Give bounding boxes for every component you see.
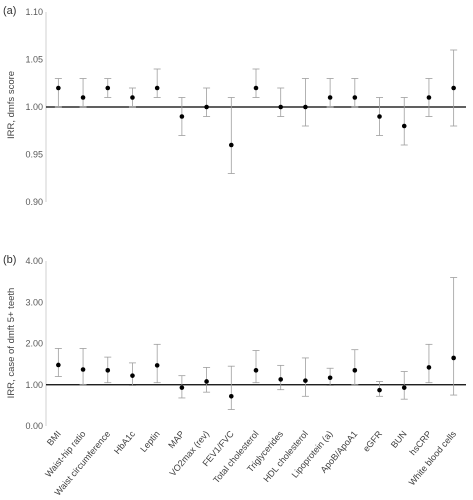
panel-b-data-point — [352, 368, 358, 373]
panel-a: (a) IRR, dmfs score 0.90 0.95 1.00 1.05 1.10 — [3, 5, 466, 207]
panel-b-data-point — [80, 367, 86, 372]
panel-a-data-point — [179, 114, 185, 119]
panel-a-data-point — [204, 104, 209, 110]
panel-b-label: (b) — [3, 254, 16, 266]
panel-b-y-tick-label: 3.00 — [25, 297, 43, 307]
panel-a-data-point — [130, 95, 135, 100]
panel-b: (b) IRR, case of dmft 5+ teeth 0.00 1.00 2… — [3, 254, 466, 431]
category-label: White blood cells — [407, 428, 459, 487]
panel-a-data-point — [253, 85, 259, 91]
panel-b-data-point — [179, 385, 185, 390]
panel-b-data-point — [204, 379, 209, 384]
panel-a-data-point — [56, 85, 61, 91]
panel-b-data-point — [401, 385, 407, 390]
category-label: Leptin — [138, 429, 161, 454]
category-label: MAP — [166, 429, 186, 450]
panel-a-y-axis-title: IRR, dmfs score — [6, 71, 17, 139]
panel-b-data-point — [154, 363, 160, 368]
panel-a-data-point — [80, 95, 86, 100]
panel-a-data-point — [451, 85, 456, 91]
panel-a-y-tick-label: 1.05 — [25, 55, 43, 65]
panel-b-data-point — [451, 355, 456, 361]
panel-a-data-point — [303, 104, 308, 110]
panel-b-data-point — [105, 368, 111, 373]
panel-b-data-point — [228, 394, 234, 399]
panel-a-y-tick-label: 1.00 — [25, 102, 43, 112]
panel-a-y-tick-label: 1.10 — [25, 7, 43, 17]
panel-a-data-point — [352, 95, 358, 100]
panel-b-data-point — [253, 368, 259, 373]
panel-a-label: (a) — [3, 5, 16, 17]
category-label: eGFR — [361, 428, 384, 453]
panel-a-data-point — [228, 142, 234, 148]
panel-b-data-point — [377, 387, 382, 393]
panel-a-y-tick-label: 0.90 — [25, 197, 43, 207]
panel-b-y-axis-title: IRR, case of dmft 5+ teeth — [6, 288, 17, 399]
panel-a-data-point — [154, 85, 160, 91]
panel-b-data-point — [426, 365, 432, 370]
panel-a-data-point — [105, 85, 111, 91]
panel-b-data-point — [130, 373, 135, 378]
panel-b-data-point — [303, 378, 308, 383]
panel-a-data-point — [278, 104, 284, 110]
category-label: BUN — [389, 429, 409, 450]
panel-a-data-point — [377, 114, 382, 119]
panel-a-y-tick-label: 0.95 — [25, 150, 43, 160]
panel-b-data-point — [56, 362, 61, 368]
panel-b-data-point — [278, 377, 284, 382]
panel-b-y-tick-label: 2.00 — [25, 339, 43, 349]
category-label: BMI — [45, 429, 63, 448]
panel-b-y-tick-label: 0.00 — [25, 421, 43, 431]
panel-a-data-point — [327, 95, 333, 100]
panel-b-y-tick-label: 1.00 — [25, 380, 43, 390]
panel-a-data-point — [401, 123, 407, 129]
panel-a-data-point — [426, 95, 432, 100]
category-label: HbA1c — [112, 428, 137, 456]
panel-b-data-point — [327, 375, 333, 381]
panel-b-y-tick-label: 4.00 — [25, 256, 43, 266]
